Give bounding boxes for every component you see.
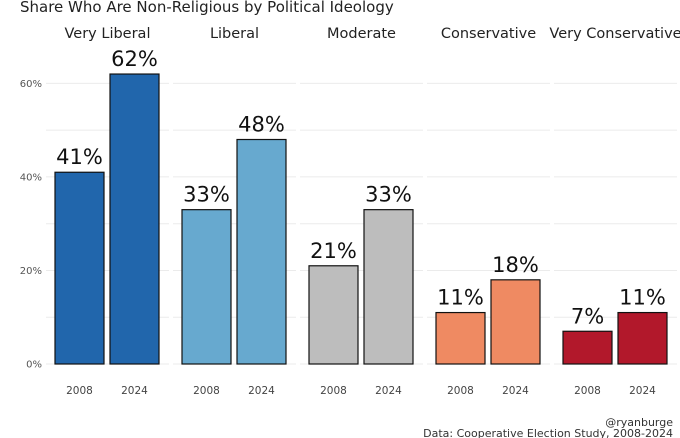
x-tick-label: 2008 [66,385,93,397]
y-axis: 0% 20% 40% 60% [20,79,42,371]
y-tick-label: 20% [20,266,42,277]
x-tick-label: 2024 [121,385,148,397]
y-tick-label: 0% [26,360,42,371]
chart-title: Share Who Are Non-Religious by Political… [20,0,394,16]
data-label: 18% [492,253,539,277]
x-tick-label: 2024 [248,385,275,397]
data-label: 11% [437,286,484,310]
data-label: 21% [310,239,357,263]
data-labels: 41% 62% 33% 48% 21% 33% 11% 18% 7% 11% [56,47,666,328]
bar [109,73,160,365]
data-label: 11% [619,286,666,310]
data-label: 33% [365,183,412,207]
data-label: 62% [111,47,158,71]
facet-label: Liberal [210,26,259,42]
x-tick-label: 2008 [447,385,474,397]
bar [562,330,613,365]
data-label: 41% [56,145,103,169]
x-tick-label: 2008 [320,385,347,397]
bar [435,311,486,365]
x-tick-label: 2008 [574,385,601,397]
bar [363,209,414,365]
caption-source: Data: Cooperative Election Study, 2008-2… [423,427,673,438]
y-tick-label: 40% [20,172,42,183]
bar [236,138,287,365]
facet-label: Very Liberal [65,26,151,42]
bars [54,73,668,365]
bar [617,311,668,365]
data-label: 48% [238,113,285,137]
bar [181,209,232,365]
data-label: 7% [571,304,604,328]
caption-handle: @ryanburge [605,416,673,429]
data-label: 33% [183,183,230,207]
y-tick-label: 60% [20,79,42,90]
facet-label: Moderate [327,26,396,42]
bar [54,171,105,365]
bar [490,279,541,365]
facet-label: Very Conservative [549,26,680,42]
facet-labels: Very Liberal Liberal Moderate Conservative V… [65,26,680,42]
x-tick-label: 2008 [193,385,220,397]
bar [308,265,359,365]
x-tick-label: 2024 [629,385,656,397]
x-tick-label: 2024 [502,385,529,397]
x-tick-label: 2024 [375,385,402,397]
facet-label: Conservative [441,26,536,42]
x-axis: 2008 2024 2008 2024 2008 2024 2008 2024 2008 2024 [66,385,656,397]
